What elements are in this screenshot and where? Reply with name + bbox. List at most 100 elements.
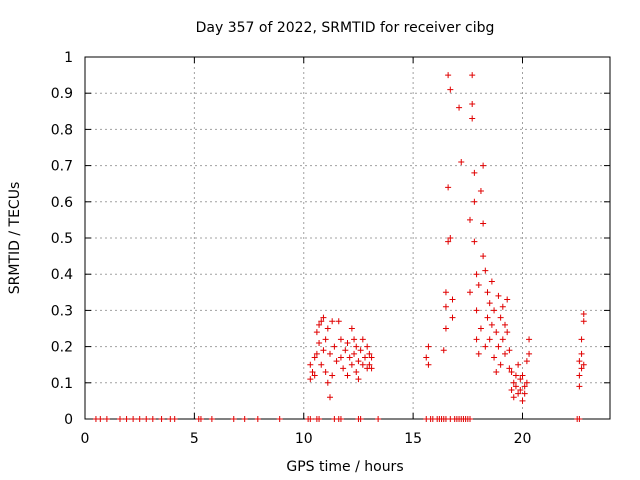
data-point xyxy=(502,350,508,357)
data-point xyxy=(346,354,353,361)
data-point xyxy=(456,104,463,111)
data-point xyxy=(449,314,456,321)
data-point xyxy=(136,416,143,422)
data-point xyxy=(580,311,587,318)
data-point xyxy=(469,101,476,108)
x-tick-label: 0 xyxy=(81,431,90,447)
data-point xyxy=(469,115,476,122)
data-point xyxy=(447,235,454,241)
data-point xyxy=(307,376,314,383)
data-point xyxy=(515,390,522,397)
data-point xyxy=(322,368,329,375)
data-point xyxy=(322,336,329,343)
data-point xyxy=(324,379,331,386)
data-point xyxy=(344,372,351,379)
data-point xyxy=(117,416,123,422)
data-point xyxy=(329,318,336,325)
data-point xyxy=(526,336,533,343)
data-point xyxy=(364,343,371,350)
data-point xyxy=(467,216,473,223)
data-point xyxy=(506,365,513,372)
data-point xyxy=(526,350,533,357)
data-point xyxy=(324,325,331,332)
y-tick-label: 0.1 xyxy=(51,376,73,392)
data-point xyxy=(340,365,347,372)
data-point xyxy=(471,169,478,176)
data-point xyxy=(423,354,430,361)
data-point xyxy=(480,162,487,169)
y-tick-label: 0.9 xyxy=(51,86,73,102)
data-point xyxy=(327,394,333,401)
data-point xyxy=(103,416,110,422)
data-point xyxy=(495,343,502,350)
data-point xyxy=(130,416,137,422)
data-point xyxy=(484,289,491,296)
data-point xyxy=(344,339,351,346)
data-point xyxy=(355,358,362,365)
y-axis-label: SRMTID / TECUs xyxy=(7,182,23,295)
data-point xyxy=(517,376,524,383)
data-point xyxy=(307,416,314,422)
data-point xyxy=(510,394,517,401)
data-point xyxy=(362,354,368,361)
x-tick-label: 20 xyxy=(514,431,532,447)
data-point xyxy=(497,314,504,321)
data-point xyxy=(143,416,150,422)
grid-layer xyxy=(85,57,610,419)
data-point xyxy=(366,350,373,357)
data-point xyxy=(197,416,204,422)
data-point xyxy=(504,296,511,303)
data-point xyxy=(353,368,360,375)
data-point xyxy=(320,314,327,321)
data-point xyxy=(348,361,355,368)
data-point xyxy=(473,271,480,278)
data-point xyxy=(445,238,452,245)
data-point xyxy=(471,198,478,205)
data-point xyxy=(484,314,491,321)
data-point xyxy=(508,387,515,394)
data-point xyxy=(440,347,447,354)
data-point xyxy=(276,416,283,422)
data-point xyxy=(97,416,104,422)
data-point xyxy=(467,289,473,296)
data-point xyxy=(442,289,449,296)
data-point xyxy=(442,303,449,310)
data-point xyxy=(351,336,358,343)
data-point xyxy=(158,416,165,422)
chart-title: Day 357 of 2022, SRMTID for receiver cib… xyxy=(196,20,495,36)
data-point xyxy=(351,350,358,357)
data-point xyxy=(333,358,340,365)
data-points xyxy=(92,72,587,422)
data-point xyxy=(482,343,489,350)
data-point xyxy=(488,321,495,328)
y-tick-label: 0.4 xyxy=(51,267,73,283)
data-point xyxy=(515,361,522,368)
data-point xyxy=(499,303,506,310)
x-axis-label: GPS time / hours xyxy=(286,459,403,475)
data-point xyxy=(316,321,323,328)
data-point xyxy=(491,354,498,361)
data-point xyxy=(576,383,583,390)
data-point xyxy=(502,321,508,328)
data-point xyxy=(504,329,511,336)
data-point xyxy=(578,336,585,343)
data-point xyxy=(477,187,484,194)
x-tick-label: 10 xyxy=(295,431,313,447)
data-point xyxy=(493,368,500,375)
data-point xyxy=(357,416,364,422)
data-point xyxy=(335,318,342,325)
data-point xyxy=(368,354,375,361)
data-point xyxy=(523,379,530,386)
data-point xyxy=(318,318,325,325)
data-point xyxy=(445,184,452,191)
data-point xyxy=(327,350,333,357)
data-point xyxy=(486,336,493,343)
y-tick-label: 0.6 xyxy=(51,195,73,211)
data-point xyxy=(316,416,323,422)
data-point xyxy=(480,220,487,227)
data-point xyxy=(311,354,318,361)
data-point xyxy=(442,325,449,332)
data-point xyxy=(359,336,366,343)
x-ticks: 0 5 10 15 20 xyxy=(81,57,532,447)
data-point xyxy=(473,307,480,314)
